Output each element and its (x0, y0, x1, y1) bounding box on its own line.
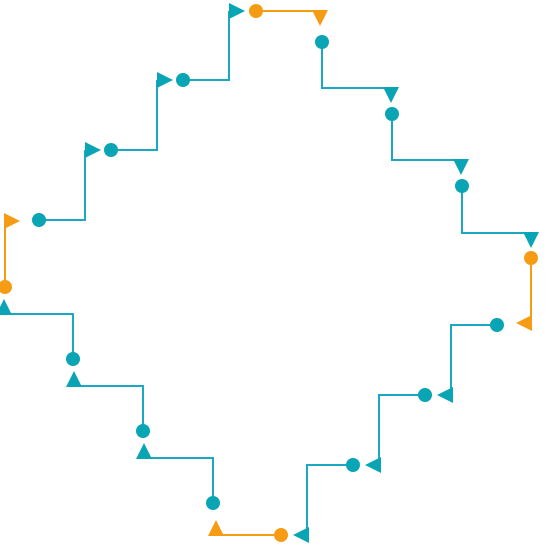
connector-line (4, 313, 74, 359)
stair-segment-8 (293, 458, 360, 543)
node-dot (346, 458, 360, 472)
arrow-up-icon (66, 371, 82, 387)
arrow-up-icon (208, 520, 224, 536)
node-dot (104, 143, 118, 157)
stair-segment-9 (208, 520, 288, 542)
connector-line (450, 324, 497, 395)
connector-line (183, 11, 230, 81)
stair-segment-3 (385, 107, 469, 175)
arrow-right-icon (229, 3, 245, 19)
stair-segment-4 (455, 179, 539, 248)
arrow-down-icon (383, 87, 399, 103)
node-dot (385, 107, 399, 121)
connector-line (74, 385, 144, 431)
node-dot (315, 35, 329, 49)
stair-segment-6 (437, 318, 504, 403)
stair-segment-5 (516, 251, 538, 331)
connector-line (111, 80, 158, 151)
node-dot (0, 280, 12, 294)
node-dot (66, 352, 80, 366)
node-dot (249, 4, 263, 18)
stair-segment-2 (315, 35, 399, 103)
node-dot (455, 179, 469, 193)
node-dot (274, 528, 288, 542)
arrow-up-icon (0, 299, 12, 315)
arrow-right-icon (85, 142, 101, 158)
stair-segment-1 (249, 4, 328, 26)
connector-line (39, 150, 86, 221)
connector-line (378, 394, 425, 465)
arrow-left-icon (293, 527, 309, 543)
node-dot (176, 73, 190, 87)
node-dot (490, 318, 504, 332)
node-dot (524, 251, 538, 265)
arrow-right-icon (157, 72, 173, 88)
connector-line (321, 42, 391, 89)
node-dot (32, 213, 46, 227)
arrow-down-icon (453, 159, 469, 175)
node-dot (418, 388, 432, 402)
arrow-down-icon (523, 232, 539, 248)
arrow-left-icon (516, 315, 532, 331)
stair-segment-12 (0, 299, 80, 366)
arrow-right-icon (4, 213, 20, 229)
stair-segment-11 (66, 371, 150, 438)
stair-segment-13 (0, 213, 20, 294)
arrow-left-icon (365, 457, 381, 473)
arrow-up-icon (136, 443, 152, 459)
stair-segment-10 (136, 443, 220, 510)
connector-line (391, 114, 461, 161)
connector-line (306, 464, 353, 535)
stair-segment-16 (176, 3, 245, 87)
stair-segment-15 (104, 72, 173, 157)
stair-segment-14 (32, 142, 101, 227)
connector-line (461, 186, 531, 234)
connector-line (144, 457, 214, 503)
arrow-left-icon (437, 387, 453, 403)
stair-segment-7 (365, 388, 432, 473)
node-dot (136, 424, 150, 438)
node-dot (206, 496, 220, 510)
arrow-down-icon (312, 10, 328, 26)
